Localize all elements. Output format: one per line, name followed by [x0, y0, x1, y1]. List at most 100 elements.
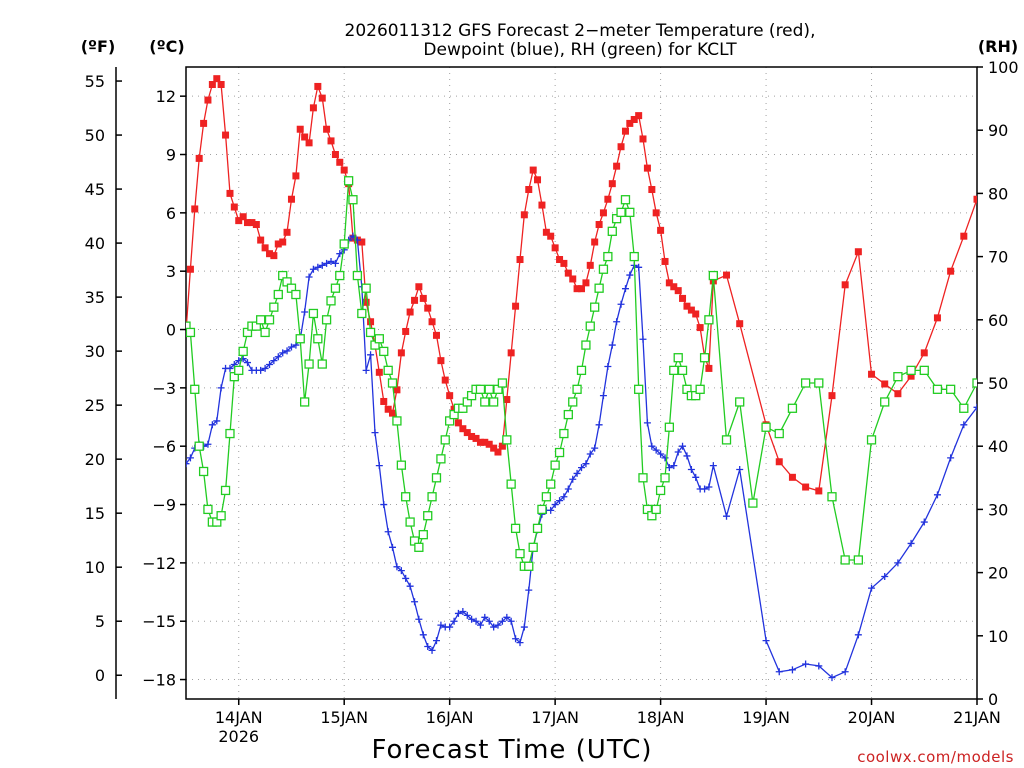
2-meter-temperature-point: [542, 228, 550, 236]
x-tick-label-4: 18JAN: [637, 708, 685, 727]
dewpoint-point: [854, 631, 862, 639]
2-meter-temperature-point: [578, 285, 585, 293]
rh-point: [365, 327, 376, 338]
2-meter-temperature-point: [375, 368, 383, 376]
2-meter-temperature-point: [775, 458, 783, 466]
2-meter-temperature-point: [679, 294, 687, 302]
2-meter-temperature-series: [186, 75, 977, 495]
2-meter-temperature-point: [665, 279, 673, 287]
dewpoint-point: [652, 446, 660, 454]
celsius-tick-label-9: −15: [142, 612, 176, 631]
dewpoint-point: [323, 259, 331, 267]
rh-point: [335, 270, 345, 281]
rh-point: [655, 485, 666, 496]
rh-point: [506, 479, 516, 489]
dewpoint-point: [507, 617, 515, 625]
rh-point: [972, 378, 977, 388]
credit-link[interactable]: coolwx.com/models: [857, 748, 1014, 766]
dewpoint-point: [520, 623, 528, 631]
2-meter-temperature-point: [643, 164, 651, 172]
dewpoint-point: [665, 464, 673, 472]
rh-point: [502, 435, 512, 445]
2-meter-temperature-point: [437, 357, 445, 365]
2-meter-temperature-point: [525, 186, 533, 194]
rh-point: [510, 523, 521, 534]
rh-point: [699, 353, 710, 363]
dewpoint-point: [371, 429, 379, 437]
rh-point: [695, 384, 705, 394]
2-meter-temperature-point: [973, 195, 977, 203]
rh-point: [234, 365, 244, 376]
dewpoint-point: [604, 362, 612, 370]
2-meter-temperature-point: [705, 364, 713, 372]
2-meter-temperature-point: [815, 487, 823, 495]
rh-point: [194, 441, 204, 451]
rh-point: [361, 283, 371, 293]
dewpoint-point: [305, 273, 313, 281]
fahrenheit-tick-label-9: 10: [85, 558, 105, 577]
rh-tick-label-6: 40: [988, 437, 1008, 456]
fahrenheit-tick-label-4: 35: [85, 288, 105, 307]
rh-point: [497, 378, 508, 388]
2-meter-temperature-point: [411, 296, 419, 304]
x-tick-label-5: 19JAN: [742, 708, 790, 727]
2-meter-temperature-point: [446, 392, 454, 400]
rh-point: [357, 308, 367, 319]
rh-point: [321, 315, 332, 325]
2-meter-temperature-point: [854, 248, 862, 256]
2-meter-temperature-point: [828, 392, 836, 400]
2-meter-temperature-point: [556, 256, 564, 264]
rh-point: [704, 315, 714, 325]
2-meter-temperature-point: [534, 176, 542, 184]
rh-series: [186, 176, 977, 571]
2-meter-temperature-point: [960, 232, 968, 240]
dewpoint-point: [679, 442, 687, 450]
2-meter-temperature-point: [586, 261, 594, 269]
dewpoint-point: [415, 615, 423, 623]
2-meter-temperature-point: [881, 380, 889, 388]
rh-point: [225, 428, 235, 439]
2-meter-temperature-point: [358, 238, 366, 246]
2-meter-temperature-point: [551, 244, 559, 252]
2-meter-temperature-point: [432, 331, 440, 339]
x-tick-label-6: 20JAN: [848, 708, 896, 727]
rh-point: [708, 270, 718, 281]
2-meter-temperature-point: [472, 434, 480, 442]
dewpoint-point: [569, 475, 577, 483]
rh-point: [260, 327, 270, 338]
dewpoint-point: [648, 442, 656, 450]
rh-point: [638, 473, 648, 483]
rh-point: [541, 492, 552, 502]
2-meter-temperature-point: [498, 442, 506, 450]
dewpoint-point: [591, 444, 599, 452]
rh-point: [563, 409, 573, 420]
x-tick-label-0: 14JAN: [215, 708, 263, 727]
2-meter-temperature-point: [301, 133, 309, 141]
fahrenheit-tick-label-3: 40: [85, 234, 105, 253]
dewpoint-point: [613, 318, 621, 326]
dewpoint-point: [608, 341, 616, 349]
dewpoint-point: [815, 662, 823, 670]
dewpoint-point: [283, 347, 291, 355]
dewpoint-point: [301, 308, 309, 316]
2-meter-temperature-point: [648, 186, 656, 194]
2-meter-temperature-point: [626, 119, 634, 127]
dewpoint-point: [894, 559, 902, 567]
2-meter-temperature-point: [318, 94, 326, 102]
dewpoint-point: [318, 261, 326, 269]
2-meter-temperature-point: [696, 324, 704, 332]
dewpoint-point: [564, 485, 572, 493]
dewpoint-point: [463, 611, 471, 619]
2-meter-temperature-point: [191, 205, 199, 213]
rh-point: [840, 555, 850, 565]
dewpoint-point: [380, 501, 388, 509]
rh-point: [866, 435, 877, 445]
2-meter-temperature-point: [692, 310, 700, 318]
dewpoint-point: [274, 353, 282, 361]
dewpoint-point: [446, 623, 454, 631]
dewpoint-point: [556, 497, 564, 505]
rh-point: [304, 359, 314, 369]
dewpoint-point: [736, 466, 744, 474]
2-meter-temperature-point: [595, 221, 603, 229]
2-meter-temperature-point: [736, 320, 744, 328]
